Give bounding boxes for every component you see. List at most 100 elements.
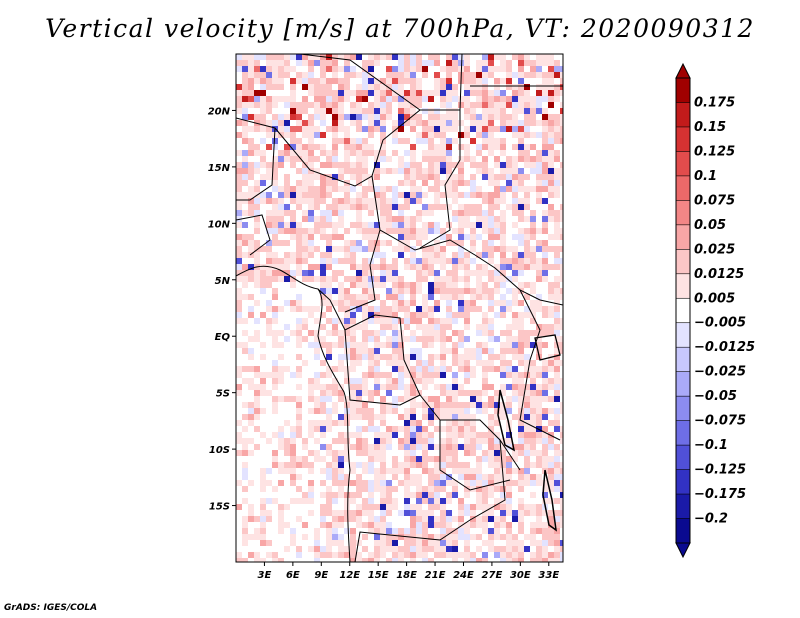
colorbar-segment	[676, 445, 690, 471]
heat-cell	[332, 108, 339, 115]
heat-cell	[344, 60, 351, 67]
heat-cell	[272, 252, 279, 259]
heat-cell	[506, 360, 513, 367]
heat-cell	[428, 396, 435, 403]
heat-cell	[302, 222, 309, 229]
heat-cell	[416, 162, 423, 169]
heat-cell	[446, 54, 453, 61]
colorbar-label: −0.2	[694, 512, 728, 527]
heat-cell	[392, 294, 399, 301]
heat-cell	[338, 522, 345, 529]
heat-cell	[254, 126, 261, 133]
heat-cell	[248, 174, 255, 181]
heat-cell	[386, 288, 393, 295]
heat-cell	[458, 288, 465, 295]
heat-cell	[428, 96, 435, 103]
heat-cell	[272, 522, 279, 529]
heat-cell	[476, 246, 483, 253]
heat-cell	[410, 120, 417, 127]
heat-cell	[374, 66, 381, 73]
heat-cell	[428, 504, 435, 511]
heat-cell	[536, 84, 543, 91]
heat-cell	[500, 120, 507, 127]
heat-cell	[500, 420, 507, 427]
heat-cell	[296, 420, 303, 427]
heat-cell	[266, 414, 273, 421]
colorbar-label: −0.175	[694, 487, 746, 502]
heat-cell	[254, 186, 261, 193]
heat-cell	[356, 144, 363, 151]
heat-cell	[248, 216, 255, 223]
heat-cell	[314, 198, 321, 205]
heat-cell	[446, 336, 453, 343]
heat-cell	[518, 558, 525, 562]
heat-cell	[362, 174, 369, 181]
heat-cell	[362, 294, 369, 301]
heat-cell	[326, 432, 333, 439]
heat-cell	[416, 504, 423, 511]
heat-cell	[350, 510, 357, 517]
x-tick-label: 18E	[396, 570, 417, 581]
heat-cell	[260, 252, 267, 259]
heat-cell	[380, 186, 387, 193]
heat-cell	[404, 504, 411, 511]
heat-cell	[260, 348, 267, 355]
heat-cell	[386, 402, 393, 409]
heat-cell	[494, 84, 501, 91]
heat-cell	[320, 336, 327, 343]
heat-cell	[392, 444, 399, 451]
heat-cell	[386, 492, 393, 499]
heat-cell	[500, 192, 507, 199]
heat-cell	[344, 366, 351, 373]
heat-cell	[422, 330, 429, 337]
heat-cell	[332, 90, 339, 97]
heat-cell	[440, 78, 447, 85]
heat-cell	[272, 72, 279, 79]
heat-cell	[344, 558, 351, 562]
heat-cell	[524, 282, 531, 289]
heat-cell	[536, 108, 543, 115]
heat-cell	[368, 432, 375, 439]
heat-cell	[446, 546, 453, 553]
heat-cell	[506, 288, 513, 295]
heat-cell	[440, 432, 447, 439]
heat-cell	[326, 396, 333, 403]
heat-cell	[266, 426, 273, 433]
heat-cell	[536, 180, 543, 187]
heat-cell	[344, 156, 351, 163]
heat-cell	[272, 162, 279, 169]
heat-cell	[428, 312, 435, 319]
heat-cell	[362, 240, 369, 247]
heat-cell	[374, 168, 381, 175]
heat-cell	[458, 102, 465, 109]
heat-cell	[434, 156, 441, 163]
heat-cell	[236, 90, 243, 97]
heat-cell	[470, 162, 477, 169]
heat-cell	[356, 324, 363, 331]
heat-cell	[326, 264, 333, 271]
heat-cell	[260, 234, 267, 241]
heat-cell	[326, 66, 333, 73]
heat-cell	[278, 420, 285, 427]
heat-cell	[458, 240, 465, 247]
heat-cell	[410, 558, 417, 562]
heat-cell	[320, 558, 327, 562]
heat-cell	[470, 360, 477, 367]
heat-cell	[440, 186, 447, 193]
heat-cell	[278, 462, 285, 469]
heat-cell	[266, 480, 273, 487]
heat-cell	[236, 270, 243, 277]
heat-cell	[332, 354, 339, 361]
heat-cell	[248, 300, 255, 307]
heat-cell	[530, 474, 537, 481]
heat-cell	[368, 180, 375, 187]
heat-cell	[428, 228, 435, 235]
heat-cell	[398, 72, 405, 79]
heat-cell	[494, 348, 501, 355]
heat-cell	[482, 120, 489, 127]
heat-cell	[344, 90, 351, 97]
heat-cell	[482, 312, 489, 319]
heat-cell	[380, 378, 387, 385]
heat-cell	[356, 444, 363, 451]
heat-cell	[536, 312, 543, 319]
